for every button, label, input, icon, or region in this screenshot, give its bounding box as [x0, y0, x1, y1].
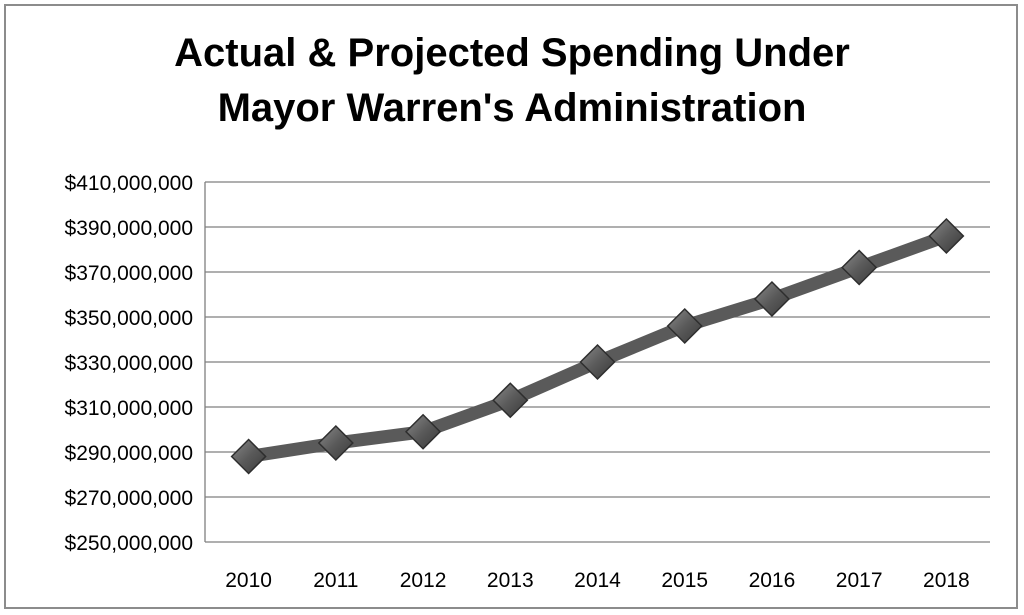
data-point-marker	[753, 280, 791, 318]
y-tick-label: $330,000,000	[65, 352, 193, 375]
y-tick-label: $370,000,000	[65, 262, 193, 285]
x-tick-label: 2018	[923, 569, 970, 592]
chart-title-line-1: Actual & Projected Spending Under	[174, 31, 850, 75]
y-tick-labels: $410,000,000 $390,000,000 $370,000,000 $350…	[65, 172, 193, 555]
data-point-marker	[928, 217, 965, 255]
data-point-marker	[666, 307, 703, 345]
data-point-marker	[492, 382, 529, 419]
x-tick-label: 2013	[487, 569, 534, 592]
data-point-marker	[579, 343, 616, 381]
x-tick-label: 2017	[836, 569, 883, 592]
series-markers	[230, 217, 965, 475]
chart-frame	[4, 4, 1018, 609]
chart-title: Actual & Projected Spending Under Mayor …	[0, 26, 1024, 136]
data-point-marker	[230, 438, 267, 475]
y-tick-label: $250,000,000	[65, 532, 193, 555]
y-tick-label: $290,000,000	[65, 442, 193, 465]
x-tick-label: 2012	[400, 569, 447, 592]
data-point-marker	[317, 424, 354, 462]
y-tick-label: $350,000,000	[65, 307, 193, 330]
data-point-marker	[841, 249, 878, 286]
x-tick-label: 2014	[574, 569, 621, 592]
y-tick-label: $410,000,000	[65, 172, 193, 195]
x-tick-label: 2016	[749, 569, 796, 592]
x-tick-label: 2010	[225, 569, 272, 592]
x-tick-label: 2015	[661, 569, 708, 592]
data-point-marker	[404, 413, 442, 450]
y-tick-label: $390,000,000	[65, 217, 193, 240]
x-tick-labels: 2010 2011 2012 2013 2014 2015 2016 2017 2018	[225, 569, 969, 592]
x-tick-label: 2011	[313, 569, 358, 592]
chart-title-line-2: Mayor Warren's Administration	[217, 86, 807, 130]
y-tick-label: $310,000,000	[65, 397, 193, 420]
y-tick-label: $270,000,000	[65, 487, 193, 510]
